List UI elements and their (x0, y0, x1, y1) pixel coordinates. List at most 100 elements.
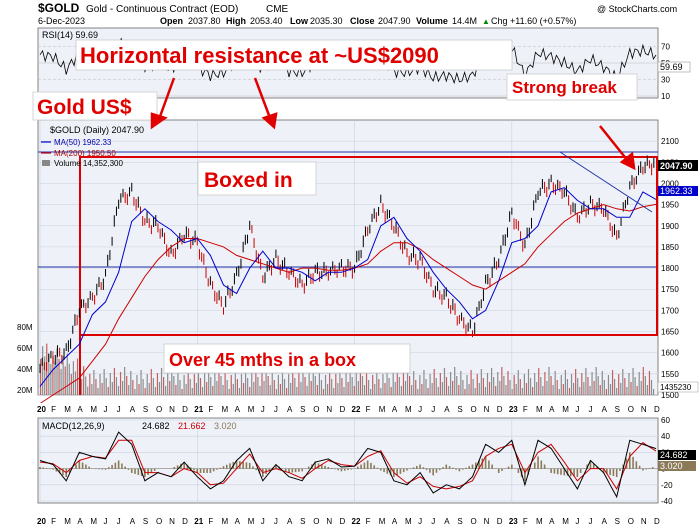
x-axis-label: N (641, 405, 647, 414)
x-axis-label: M (536, 405, 543, 414)
volume-bar (74, 371, 77, 395)
arrow-strong-break-head (619, 151, 636, 171)
x-axis-label: F (523, 405, 528, 414)
arrow-resistance-left-head (261, 112, 278, 130)
volume-bar (245, 369, 247, 395)
volume-bar (372, 375, 374, 395)
volume-bar (376, 370, 378, 395)
x-axis-label: A (392, 405, 398, 414)
volume-bar (400, 386, 402, 395)
volume-bar (298, 373, 300, 395)
price-tick-label: 2100 (661, 137, 679, 146)
x-axis-label: D (654, 405, 660, 414)
volume-bar (394, 382, 396, 395)
volume-bar (134, 389, 136, 395)
volume-bar (242, 383, 245, 395)
volume-bar (599, 385, 601, 395)
volume-bar (119, 372, 122, 395)
volume-bar (97, 388, 99, 395)
macd-hist-bar (301, 468, 303, 472)
months-annotation: Over 45 mths in a box (169, 350, 356, 370)
volume-bar (224, 371, 226, 395)
macd-hist-bar (150, 468, 153, 473)
macd-hist-bar (619, 468, 621, 471)
volume-bar (601, 371, 603, 395)
macd-hist-bar (651, 467, 654, 469)
volume-bar (115, 377, 118, 395)
volume-bar (566, 379, 569, 395)
x-axis-label: M (405, 405, 412, 414)
macd-hist-bar (275, 464, 277, 469)
x-axis-label: 23 (509, 405, 518, 414)
volume-bar (478, 383, 480, 395)
macd-hist-bar (75, 464, 77, 469)
macd-value: 24.682 (142, 421, 170, 431)
arrow-gold-head (150, 112, 168, 130)
volume-bar (509, 380, 511, 395)
macd-hist-bar (199, 468, 202, 473)
macd-hist-bar (596, 466, 598, 469)
volume-bar (456, 376, 458, 395)
macd-tick-label: -20 (661, 481, 673, 490)
macd-hist-bar (245, 462, 248, 469)
macd-hist-bar (294, 468, 297, 473)
macd-hist-bar (412, 467, 415, 469)
volume-bar (540, 377, 542, 395)
volume-bar (87, 386, 89, 395)
macd-hist-box: 3.020 (660, 461, 683, 471)
volume-bar (392, 373, 394, 395)
x-axis-label: S (143, 517, 148, 526)
volume-bar (605, 389, 607, 395)
macd-hist-bar (212, 468, 215, 472)
macd-hist-bar (645, 468, 647, 470)
volume-bar (216, 381, 218, 395)
volume-bar (83, 366, 85, 395)
volume-bar (554, 371, 556, 395)
macd-hist-bar (606, 468, 608, 474)
volume-bar (101, 383, 103, 395)
x-axis-label: O (156, 517, 162, 526)
volume-bar (419, 375, 421, 395)
volume-bar (286, 388, 288, 395)
volume-bar (378, 379, 380, 395)
macd-hist-bar (268, 468, 271, 471)
header-high-label: High (226, 16, 246, 26)
volume-bar (429, 374, 431, 395)
macd-hist-bar (134, 468, 136, 474)
volume-bar (70, 374, 72, 395)
volume-bar (312, 367, 314, 395)
macd-hist-bar (114, 462, 117, 469)
volume-bar (534, 373, 536, 395)
x-axis-label: 21 (194, 405, 203, 414)
volume-bar (269, 385, 271, 395)
macd-hist-bar (216, 468, 218, 470)
macd-hist-bar (452, 467, 454, 469)
volume-bar (388, 378, 390, 395)
volume-y-ticks: 80M 60M 40M 20M (17, 323, 33, 395)
ma200-line (39, 203, 657, 404)
volume-bar (341, 378, 343, 395)
volume-bar (68, 363, 70, 395)
x-axis-label: J (588, 517, 592, 526)
volume-bar (589, 386, 591, 395)
x-axis-label: F (208, 405, 213, 414)
macd-hist-bar (474, 462, 477, 469)
volume-bar (173, 376, 175, 395)
volume-bar (365, 371, 368, 395)
volume-bar (281, 370, 284, 395)
volume-bar (199, 378, 202, 395)
macd-hist-bar (81, 462, 84, 469)
volume-bar (275, 389, 277, 395)
volume-bar (630, 382, 632, 395)
volume-bar (445, 377, 448, 395)
volume-bar (187, 370, 189, 395)
macd-hist-bar (432, 468, 434, 476)
macd-hist-bar (484, 456, 487, 469)
volume-bar (306, 386, 308, 395)
volume-bar (169, 381, 171, 395)
macd-hist-bar (153, 468, 156, 471)
macd-hist-bar (553, 468, 556, 474)
x-axis-label: M (64, 405, 71, 414)
macd-hist-bar (399, 468, 402, 474)
